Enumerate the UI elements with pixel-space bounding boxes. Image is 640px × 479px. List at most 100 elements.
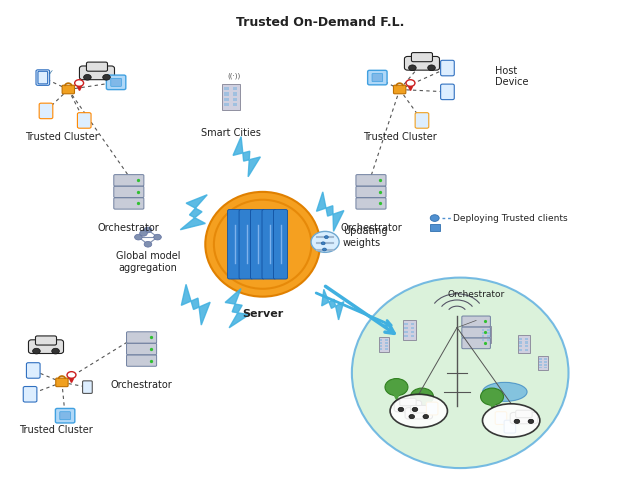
Text: Updating
weights: Updating weights	[343, 226, 387, 248]
Circle shape	[323, 248, 326, 251]
Bar	[520, 349, 522, 351]
Text: Orchestrator: Orchestrator	[98, 223, 160, 233]
Bar	[525, 349, 529, 351]
Ellipse shape	[205, 192, 320, 297]
Bar	[385, 345, 388, 347]
Bar	[487, 332, 490, 334]
Bar	[224, 92, 228, 96]
Text: Deploying Trusted clients: Deploying Trusted clients	[452, 214, 567, 223]
Circle shape	[52, 348, 60, 354]
Circle shape	[144, 241, 152, 247]
Circle shape	[385, 378, 408, 396]
Bar	[540, 361, 542, 363]
FancyBboxPatch shape	[239, 209, 253, 279]
Bar	[233, 103, 237, 106]
FancyBboxPatch shape	[26, 363, 40, 378]
Circle shape	[102, 74, 110, 80]
Circle shape	[514, 419, 520, 423]
Text: Trusted Cluster: Trusted Cluster	[363, 132, 436, 142]
FancyBboxPatch shape	[38, 71, 47, 84]
FancyBboxPatch shape	[356, 175, 386, 186]
Bar	[380, 342, 382, 343]
Bar	[224, 103, 228, 106]
FancyBboxPatch shape	[516, 410, 532, 418]
FancyBboxPatch shape	[62, 85, 74, 94]
Bar	[481, 339, 484, 341]
FancyBboxPatch shape	[83, 381, 92, 393]
Bar	[380, 339, 382, 341]
FancyBboxPatch shape	[111, 79, 122, 86]
Circle shape	[84, 74, 92, 80]
FancyBboxPatch shape	[367, 70, 387, 85]
FancyBboxPatch shape	[60, 412, 70, 420]
Bar	[481, 335, 484, 337]
Bar	[222, 83, 239, 110]
Polygon shape	[233, 137, 260, 177]
FancyBboxPatch shape	[250, 209, 264, 279]
FancyBboxPatch shape	[412, 53, 433, 62]
Bar	[411, 331, 414, 333]
Bar	[385, 339, 388, 341]
Bar	[224, 98, 228, 101]
FancyBboxPatch shape	[228, 209, 242, 279]
Circle shape	[406, 80, 415, 86]
FancyBboxPatch shape	[114, 198, 144, 209]
FancyBboxPatch shape	[86, 62, 108, 71]
Text: Trusted Cluster: Trusted Cluster	[19, 425, 92, 435]
Bar	[540, 367, 542, 368]
Circle shape	[398, 407, 404, 411]
FancyBboxPatch shape	[462, 316, 490, 327]
FancyBboxPatch shape	[462, 327, 490, 338]
FancyBboxPatch shape	[35, 336, 56, 345]
Circle shape	[481, 388, 504, 405]
Circle shape	[311, 231, 339, 252]
Polygon shape	[317, 192, 344, 231]
Bar	[520, 338, 522, 340]
Bar	[380, 345, 382, 347]
Circle shape	[75, 80, 84, 86]
Bar	[525, 345, 529, 347]
FancyBboxPatch shape	[56, 378, 68, 387]
Text: Orchestrator: Orchestrator	[340, 223, 402, 233]
Circle shape	[410, 388, 433, 405]
FancyBboxPatch shape	[262, 209, 276, 279]
Bar	[544, 364, 547, 365]
Bar	[233, 92, 237, 96]
Polygon shape	[181, 285, 210, 325]
Text: ✓: ✓	[48, 70, 54, 76]
FancyBboxPatch shape	[394, 85, 406, 94]
FancyBboxPatch shape	[36, 70, 50, 85]
Text: Host
Device: Host Device	[495, 66, 529, 87]
Bar	[411, 323, 414, 325]
FancyBboxPatch shape	[404, 57, 440, 70]
Ellipse shape	[483, 382, 527, 401]
Bar	[481, 332, 484, 334]
FancyBboxPatch shape	[356, 198, 386, 209]
Bar	[520, 342, 522, 343]
Bar	[404, 323, 408, 325]
FancyBboxPatch shape	[356, 186, 386, 197]
Bar	[404, 334, 408, 337]
FancyBboxPatch shape	[114, 175, 144, 186]
FancyBboxPatch shape	[77, 113, 91, 128]
FancyBboxPatch shape	[440, 84, 454, 100]
Bar	[518, 335, 530, 353]
Bar	[480, 326, 492, 343]
Bar	[525, 342, 529, 343]
Bar	[481, 329, 484, 331]
Polygon shape	[322, 289, 344, 320]
Bar	[544, 361, 547, 363]
Circle shape	[408, 65, 416, 70]
FancyBboxPatch shape	[39, 103, 53, 119]
FancyBboxPatch shape	[23, 387, 37, 402]
Bar	[224, 87, 228, 91]
FancyBboxPatch shape	[273, 209, 287, 279]
Circle shape	[412, 407, 418, 411]
FancyBboxPatch shape	[426, 402, 438, 415]
Circle shape	[144, 227, 152, 233]
FancyBboxPatch shape	[127, 332, 157, 343]
Text: Trusted On-Demand F.L.: Trusted On-Demand F.L.	[236, 16, 404, 29]
Bar	[487, 329, 490, 331]
FancyBboxPatch shape	[28, 340, 63, 354]
Ellipse shape	[483, 404, 540, 437]
